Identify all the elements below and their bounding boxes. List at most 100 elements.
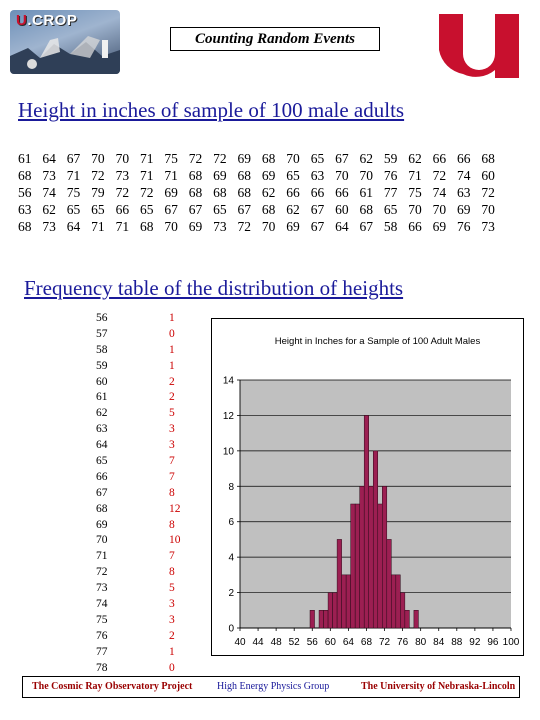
height-value: 68 [359,202,373,217]
height-count: 3 [169,439,175,452]
frequency-row: 69 8 [96,518,181,534]
histogram-bar [359,486,365,629]
height-inches: 67 [96,486,108,499]
height-count: 5 [169,582,175,595]
frequency-row: 74 3 [96,597,181,613]
x-tick-label: 68 [361,637,373,648]
frequency-row: 64 3 [96,438,181,454]
frequency-row: 58 1 [96,343,181,359]
height-inches: 68 [96,502,108,515]
histogram-bar [341,574,347,629]
frequency-row: 70 10 [96,533,181,549]
observatory-scene-icon [10,36,120,74]
height-value: 69 [286,219,300,234]
x-tick-label: 72 [379,637,391,648]
height-value: 61 [359,185,373,200]
height-count: 7 [169,550,175,563]
y-tick-label: 0 [228,624,234,635]
y-tick-label: 4 [228,553,234,564]
height-value: 71 [408,168,422,183]
histogram-bar [354,503,360,629]
height-value: 67 [310,202,325,217]
frequency-row: 63 3 [96,422,181,438]
histogram-bar [318,610,324,629]
height-inches: 78 [96,661,108,674]
height-inches: 77 [96,645,108,658]
x-tick-label: 56 [307,637,319,648]
height-value: 79 [91,185,105,200]
height-count: 5 [169,407,175,420]
histogram-bar [404,610,410,629]
height-count: 8 [169,518,175,531]
height-value: 62 [261,185,276,200]
histogram-bar [327,592,333,629]
nebraska-logo-icon [439,14,519,78]
height-value: 58 [383,219,398,234]
height-value: 68 [18,219,32,234]
height-value: 63 [457,185,471,200]
height-value: 69 [261,168,276,183]
height-value: 71 [91,219,105,234]
height-count: 3 [169,598,175,611]
frequency-row: 68 12 [96,502,181,518]
histogram-bar [350,503,356,629]
height-count: 2 [169,629,175,642]
histogram-bar [336,539,342,629]
height-value: 70 [432,202,447,217]
height-inches: 69 [96,518,108,531]
frequency-row: 57 0 [96,327,181,343]
frequency-row: 67 8 [96,486,181,502]
height-value: 56 [18,185,32,200]
height-value: 68 [188,168,203,183]
height-value: 68 [237,168,252,183]
y-tick-label: 14 [223,376,235,387]
histogram-bar [377,503,383,629]
height-value: 59 [383,151,398,166]
frequency-row: 78 0 [96,661,181,677]
height-inches: 66 [96,470,108,483]
height-value: 74 [432,185,447,200]
height-inches: 62 [96,407,108,420]
height-value: 63 [310,168,325,183]
height-value: 64 [66,219,81,234]
histogram-bar [363,415,369,629]
histogram-bar [332,592,338,629]
height-value: 63 [18,202,32,217]
height-value: 68 [481,151,495,166]
height-value: 68 [261,202,276,217]
histogram-bar [309,610,315,629]
height-value: 68 [188,185,203,200]
histogram-bar [372,450,379,629]
height-count: 0 [169,327,175,340]
frequency-row: 56 1 [96,311,181,327]
histogram-bar [368,486,374,629]
height-inches: 61 [96,391,108,404]
height-count: 7 [169,470,175,483]
height-value: 69 [237,151,252,166]
frequency-table: 56 1 57 0 58 1 59 1 60 2 61 2 62 5 63 3 64 3 65 7 66 7 67 8 68 12… [96,311,181,692]
height-value: 72 [432,168,447,183]
height-value: 73 [42,219,56,234]
height-value: 75 [408,185,422,200]
height-count: 12 [169,502,181,515]
x-tick-label: 52 [289,637,301,648]
heights-row: 63 62 65 65 66 65 67 67 65 67 68 62 67 60 68 65 70 70 69 70 [18,201,506,218]
height-inches: 71 [96,550,108,563]
frequency-row: 76 2 [96,629,181,645]
height-inches: 57 [96,327,108,340]
heights-table: 61 64 67 70 70 71 75 72 72 69 68 70 65 67 62 59 62 66 66 68… [18,150,506,235]
x-tick-label: 44 [253,637,265,648]
height-inches: 58 [96,343,108,356]
height-value: 72 [91,168,105,183]
x-tick-label: 64 [343,637,355,648]
histogram-bar [400,592,406,629]
height-value: 70 [481,202,495,217]
height-value: 69 [213,168,227,183]
height-value: 70 [115,151,130,166]
height-value: 67 [359,219,373,234]
height-value: 70 [286,151,300,166]
x-tick-label: 100 [503,637,520,648]
height-value: 68 [237,185,252,200]
height-value: 76 [457,219,471,234]
height-value: 71 [139,168,154,183]
